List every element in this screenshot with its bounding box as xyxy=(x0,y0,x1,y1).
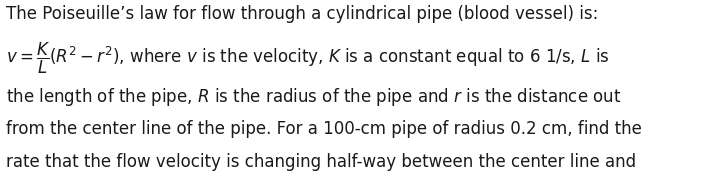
Text: The Poiseuille’s law for flow through a cylindrical pipe (blood vessel) is:: The Poiseuille’s law for flow through a … xyxy=(6,5,598,23)
Text: rate that the flow velocity is changing half-way between the center line and: rate that the flow velocity is changing … xyxy=(6,153,636,171)
Text: the length of the pipe, $R$ is the radius of the pipe and $r$ is the distance ou: the length of the pipe, $R$ is the radiu… xyxy=(6,86,621,108)
Text: $v = \dfrac{K}{L}(R^2 - r^2)$, where $v$ is the velocity, $K$ is a constant equa: $v = \dfrac{K}{L}(R^2 - r^2)$, where $v$… xyxy=(6,41,609,77)
Text: from the center line of the pipe. For a 100-cm pipe of radius 0.2 cm, find the: from the center line of the pipe. For a … xyxy=(6,120,642,138)
